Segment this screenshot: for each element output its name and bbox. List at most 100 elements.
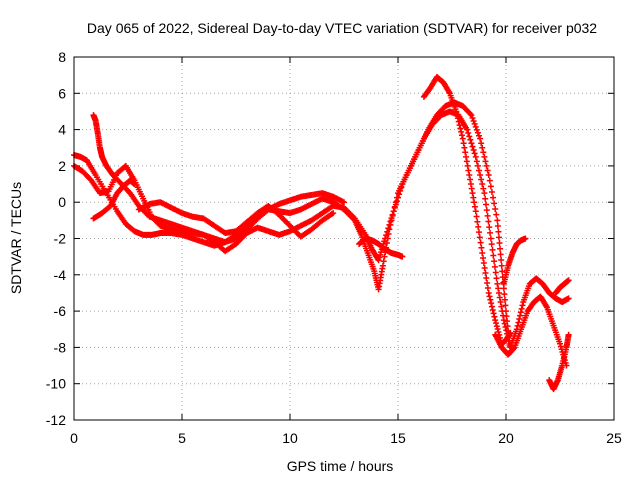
y-tick-label: -2 xyxy=(54,231,67,247)
y-tick-label: -10 xyxy=(46,376,66,392)
data-point xyxy=(491,263,498,270)
y-axis-ticks: -12 -10 -8 -6 -4 -2 0 2 4 6 8 xyxy=(46,49,614,428)
x-axis-ticks: 0 5 10 15 20 25 xyxy=(70,57,622,446)
data-point xyxy=(391,204,398,211)
grid xyxy=(74,57,614,420)
data-point xyxy=(489,306,496,313)
data-point xyxy=(467,136,474,143)
data-point xyxy=(499,268,506,275)
data-point xyxy=(495,328,502,335)
data-point xyxy=(455,118,462,125)
data-point xyxy=(518,305,525,312)
data-point xyxy=(490,194,497,201)
data-point xyxy=(491,258,498,265)
data-point xyxy=(469,115,476,122)
data-point xyxy=(488,303,495,310)
data-point xyxy=(498,262,505,269)
data-point xyxy=(476,132,482,139)
data-point xyxy=(493,211,500,218)
data-point xyxy=(458,128,465,135)
data-point xyxy=(468,185,475,192)
data-point xyxy=(481,153,488,160)
data-point xyxy=(469,190,476,197)
data-point xyxy=(501,291,508,298)
data-point xyxy=(470,194,477,201)
data-point xyxy=(486,224,493,231)
data-point xyxy=(380,258,387,265)
data-point xyxy=(492,269,499,276)
data-point xyxy=(501,296,508,303)
data-point xyxy=(471,199,478,206)
data-point xyxy=(460,140,467,147)
data-point xyxy=(396,191,403,198)
data-point xyxy=(494,223,501,230)
data-point xyxy=(478,140,485,147)
data-point xyxy=(486,293,493,300)
data-point xyxy=(456,122,463,129)
y-tick-label: -4 xyxy=(54,267,67,283)
data-point xyxy=(482,158,489,165)
data-point xyxy=(487,296,494,303)
data-point xyxy=(507,329,514,336)
data-point xyxy=(519,302,526,309)
data-point xyxy=(399,253,406,260)
data-point xyxy=(493,320,500,327)
data-point xyxy=(494,280,501,287)
data-point xyxy=(477,135,484,142)
data-point xyxy=(464,162,471,169)
data-point xyxy=(379,262,386,269)
data-point xyxy=(383,232,390,239)
x-tick-label: 25 xyxy=(606,430,622,446)
x-tick-label: 20 xyxy=(498,430,514,446)
series-5 xyxy=(90,177,138,222)
data-point xyxy=(477,171,484,178)
data-point xyxy=(492,317,499,324)
data-point xyxy=(483,162,490,169)
data-point xyxy=(488,188,495,195)
data-point xyxy=(385,225,392,232)
plot-frame xyxy=(73,56,615,421)
data-point xyxy=(481,264,488,271)
data-point xyxy=(466,133,473,140)
data-point xyxy=(471,150,478,157)
y-tick-label: 0 xyxy=(58,194,66,210)
x-axis-label: GPS time / hours xyxy=(287,458,394,474)
series-1 xyxy=(71,108,572,351)
data-point xyxy=(480,255,487,262)
data-point xyxy=(565,331,572,338)
data-point xyxy=(490,310,497,317)
data-point xyxy=(463,158,470,165)
series-6 xyxy=(356,235,406,260)
data-point xyxy=(382,235,389,242)
data-point xyxy=(476,234,483,241)
data-point xyxy=(510,345,517,352)
data-point xyxy=(522,235,529,242)
series-3 xyxy=(90,112,347,246)
data-point xyxy=(465,167,472,174)
data-point xyxy=(486,177,493,184)
x-tick-label: 15 xyxy=(390,430,406,446)
data-point xyxy=(496,240,503,247)
data-point xyxy=(516,316,523,323)
data-point xyxy=(472,123,479,130)
data-point xyxy=(475,223,482,230)
y-tick-label: -8 xyxy=(54,339,67,355)
data-point xyxy=(495,289,502,296)
data-point xyxy=(515,319,522,326)
data-point xyxy=(484,284,491,291)
data-point xyxy=(471,203,478,210)
data-point xyxy=(495,228,502,235)
data-point xyxy=(482,269,489,276)
data-point xyxy=(454,115,461,122)
x-tick-label: 10 xyxy=(282,430,298,446)
data-series xyxy=(71,73,572,393)
y-axis-label: SDTVAR / TECUs xyxy=(8,182,24,294)
data-point xyxy=(484,167,491,174)
series-10 xyxy=(546,331,572,393)
data-point xyxy=(461,144,468,151)
y-tick-label: 4 xyxy=(58,122,66,138)
data-point xyxy=(465,130,472,137)
data-point xyxy=(496,294,503,301)
data-point xyxy=(479,250,486,257)
